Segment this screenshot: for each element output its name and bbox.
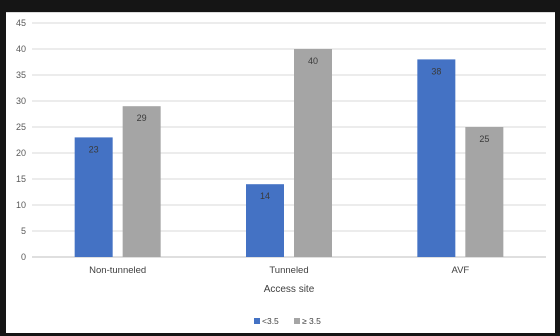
x-axis-categories: Non-tunneled Tunneled AVF <box>89 265 469 276</box>
x-category-label: Non-tunneled <box>89 265 146 276</box>
x-category-label: Tunneled <box>269 265 308 276</box>
x-category-label: AVF <box>451 265 469 276</box>
x-axis-title: Access site <box>264 284 315 295</box>
legend-swatch <box>254 318 260 324</box>
data-label: 23 <box>89 144 99 154</box>
y-tick-label: 10 <box>16 200 26 210</box>
y-tick-label: 15 <box>16 174 26 184</box>
bars <box>74 49 504 258</box>
chart-area: 0 5 10 15 20 25 30 35 40 45 23 29 14 40 38 25 Non-tunn… <box>6 12 555 333</box>
y-tick-label: 40 <box>16 44 26 54</box>
legend: <3.5 ≥ 3.5 <box>254 316 321 326</box>
y-tick-label: 20 <box>16 148 26 158</box>
legend-label: <3.5 <box>262 316 279 326</box>
y-tick-label: 5 <box>21 226 26 236</box>
bar <box>294 49 332 257</box>
bar <box>465 127 504 257</box>
y-tick-label: 45 <box>16 18 26 28</box>
y-axis-ticks: 0 5 10 15 20 25 30 35 40 45 <box>16 18 26 262</box>
data-label: 40 <box>308 56 318 66</box>
legend-swatch <box>294 318 300 324</box>
y-tick-label: 30 <box>16 96 26 106</box>
y-tick-label: 0 <box>21 252 26 262</box>
data-label: 38 <box>431 66 441 76</box>
bar <box>246 184 284 257</box>
y-tick-label: 25 <box>16 122 26 132</box>
gridlines <box>32 22 546 258</box>
bar-chart: 0 5 10 15 20 25 30 35 40 45 23 29 14 40 38 25 Non-tunn… <box>16 18 546 326</box>
bar <box>74 137 113 257</box>
legend-label: ≥ 3.5 <box>302 316 321 326</box>
bar <box>122 106 161 257</box>
data-label: 29 <box>137 113 147 123</box>
data-label: 14 <box>260 191 270 201</box>
y-tick-label: 35 <box>16 70 26 80</box>
bar <box>417 59 456 258</box>
data-label: 25 <box>479 134 489 144</box>
data-labels: 23 29 14 40 38 25 <box>89 56 490 201</box>
